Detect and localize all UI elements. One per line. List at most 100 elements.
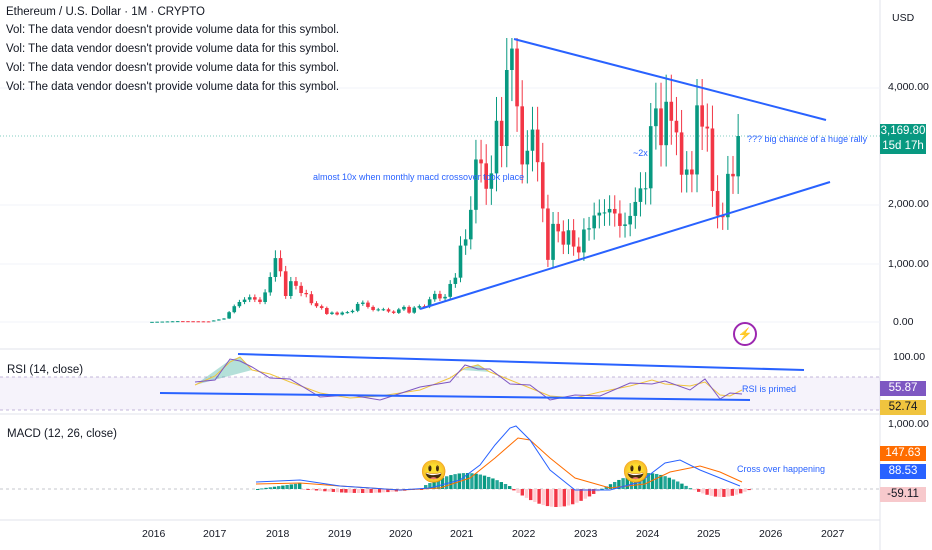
- signal-badge: 147.63: [880, 446, 926, 461]
- macd-histogram-bar: [470, 473, 474, 489]
- macd-histogram-bar: [621, 478, 625, 489]
- macd-histogram-bar: [281, 485, 285, 489]
- macd-label[interactable]: MACD (12, 26, close): [7, 428, 117, 440]
- macd-histogram-bar: [260, 488, 264, 490]
- macd-histogram-bar: [445, 476, 449, 489]
- macd-histogram-bar: [348, 489, 352, 493]
- candle-body: [612, 208, 617, 214]
- candle-body: [206, 321, 211, 323]
- macd-histogram-bar: [571, 489, 575, 505]
- candle-body: [540, 162, 545, 209]
- candle-body: [232, 306, 237, 313]
- macd-histogram-bar: [734, 489, 739, 495]
- macd-histogram-bar: [541, 489, 545, 506]
- vol-line: Vol: The data vendor doesn't provide vol…: [6, 43, 340, 55]
- candle-body: [443, 296, 447, 299]
- candle-body: [227, 312, 231, 319]
- rsi-line: [194, 358, 743, 401]
- candle-body: [669, 101, 674, 121]
- rsi-primed-annotation[interactable]: RSI is primed: [742, 384, 797, 394]
- candle-body: [654, 108, 658, 127]
- candle-body: [427, 299, 432, 307]
- candle-body: [623, 224, 627, 226]
- candle-body: [556, 223, 560, 232]
- rsi-label[interactable]: RSI (14, close): [7, 364, 84, 376]
- lightning-icon[interactable]: ⚡: [733, 322, 757, 346]
- candle-body: [489, 173, 494, 189]
- candle-body: [242, 299, 247, 302]
- macd-histogram-bar: [466, 473, 470, 489]
- candle-body: [715, 191, 720, 216]
- candle-body: [417, 306, 422, 308]
- candle-body: [325, 308, 329, 314]
- candle-body: [268, 277, 273, 293]
- macd-histogram-bar: [512, 489, 516, 491]
- macd-histogram-bar: [592, 489, 596, 494]
- macd-histogram-bar: [663, 476, 667, 489]
- rsi-tick: 100.00: [893, 351, 926, 363]
- candle-body: [736, 136, 740, 177]
- candle-body: [664, 101, 668, 146]
- candle-body: [566, 230, 571, 245]
- macd-badge: 88.53: [880, 464, 926, 479]
- macd-histogram-bar: [579, 489, 583, 501]
- ten-x-annotation[interactable]: almost 10x when monthly macd crossover t…: [313, 172, 525, 182]
- macd-histogram-bar: [289, 484, 293, 489]
- candle-body: [479, 159, 483, 164]
- hist-badge: -59.11: [880, 487, 926, 502]
- macd-histogram-bar: [432, 481, 436, 489]
- macd-histogram-bar: [386, 489, 390, 493]
- currency-label[interactable]: USD: [892, 12, 915, 24]
- macd-histogram-bar: [272, 486, 277, 489]
- rally-annotation[interactable]: ??? big chance of a huge rally: [747, 134, 868, 144]
- macd-histogram-bar: [298, 483, 302, 489]
- candle-body: [314, 303, 319, 307]
- candle-body: [679, 132, 684, 175]
- macd-histogram-bar: [319, 489, 323, 491]
- candle-body: [330, 312, 334, 314]
- macd-histogram-bar: [340, 489, 344, 493]
- candle-body: [618, 213, 622, 226]
- candle-body: [726, 173, 730, 218]
- rsi-upper-trendline: [237, 353, 805, 371]
- x-tick: 2021: [450, 528, 474, 540]
- macd-histogram-bar: [739, 489, 743, 494]
- macd-histogram-bar: [566, 489, 571, 506]
- candle-body: [386, 309, 391, 312]
- macd-histogram-bar: [562, 489, 566, 507]
- macd-histogram-bar: [268, 487, 272, 489]
- rsi-overbought-fill: [195, 357, 252, 385]
- macd-histogram-bar: [310, 489, 314, 491]
- macd-histogram-bar: [608, 484, 613, 489]
- macd-histogram-bar: [692, 489, 697, 491]
- macd-histogram-bar: [558, 489, 562, 507]
- candle-body: [258, 299, 262, 302]
- macd-histogram-bar: [277, 486, 281, 489]
- macd-histogram-bar: [743, 489, 747, 492]
- candle-body: [530, 129, 535, 151]
- price-tick: 1,000.00: [888, 258, 929, 270]
- macd-histogram-bar: [634, 474, 638, 489]
- cross-annotation[interactable]: Cross over happening: [737, 464, 826, 474]
- macd-histogram-bar: [524, 489, 529, 498]
- candle-body: [289, 281, 293, 296]
- candle-body: [247, 297, 252, 300]
- macd-histogram-bar: [722, 489, 726, 497]
- macd-histogram-bar: [650, 473, 655, 489]
- x-tick: 2023: [574, 528, 598, 540]
- candle-body: [520, 106, 524, 165]
- chart-title: Ethereum / U.S. Dollar · 1M · CRYPTO: [6, 6, 205, 18]
- macd-histogram-bar: [617, 479, 621, 489]
- candle-body: [659, 108, 663, 146]
- price-tick: 0.00: [893, 316, 914, 328]
- candle-body: [155, 321, 159, 323]
- macd-histogram-bar: [369, 489, 373, 493]
- macd-histogram-bar: [499, 482, 503, 489]
- macd-histogram-bar: [491, 478, 495, 489]
- macd-histogram-bar: [554, 489, 558, 507]
- two-x-annotation[interactable]: ~2x: [633, 148, 648, 158]
- macd-histogram-bar: [285, 484, 289, 489]
- candle-body: [273, 258, 278, 277]
- macd-histogram-bar: [440, 477, 445, 489]
